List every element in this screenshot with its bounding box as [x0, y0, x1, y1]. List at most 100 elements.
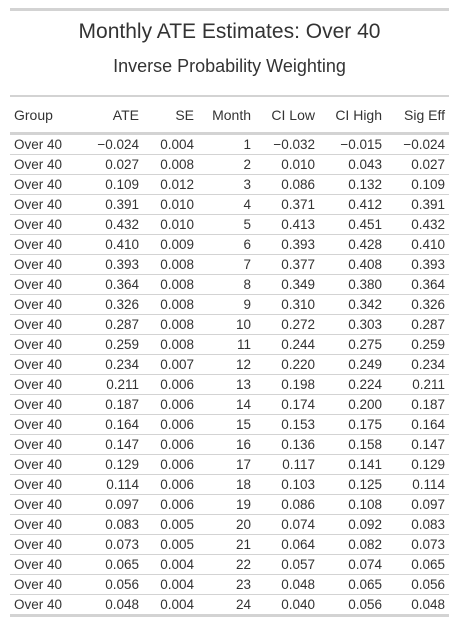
se-cell: 0.006 — [143, 454, 198, 475]
table-title: Monthly ATE Estimates: Over 40 — [10, 8, 449, 48]
group-cell: Over 40 — [10, 214, 78, 235]
table-subtitle: Inverse Probability Weighting — [113, 56, 346, 76]
sig-eff-cell: 0.114 — [386, 474, 449, 495]
ci-low-cell: 0.010 — [255, 154, 319, 175]
ate-cell: −0.024 — [78, 133, 143, 155]
column-header-sig-eff: Sig Eff — [386, 96, 449, 135]
se-cell: 0.006 — [143, 494, 198, 515]
sig-eff-cell: 0.326 — [386, 294, 449, 315]
group-cell: Over 40 — [10, 594, 78, 616]
ate-cell: 0.109 — [78, 174, 143, 195]
sig-eff-cell: 0.187 — [386, 394, 449, 415]
sig-eff-cell: 0.234 — [386, 354, 449, 375]
ate-cell: 0.326 — [78, 294, 143, 315]
ci-high-cell: 0.451 — [319, 214, 386, 235]
ate-cell: 0.048 — [78, 594, 143, 616]
group-cell: Over 40 — [10, 234, 78, 255]
ci-low-cell: 0.244 — [255, 334, 319, 355]
ci-high-cell: 0.275 — [319, 334, 386, 355]
ci-high-cell: 0.428 — [319, 234, 386, 255]
column-header-se: SE — [143, 96, 198, 135]
sig-eff-cell: 0.027 — [386, 154, 449, 175]
group-cell: Over 40 — [10, 454, 78, 475]
sig-eff-cell: 0.432 — [386, 214, 449, 235]
table-row: Over 40 0.287 0.008 10 0.272 0.303 0.287 — [10, 314, 449, 335]
ci-high-cell: 0.056 — [319, 594, 386, 616]
se-cell: 0.006 — [143, 474, 198, 495]
ate-cell: 0.234 — [78, 354, 143, 375]
month-cell: 22 — [198, 554, 255, 575]
se-cell: 0.006 — [143, 414, 198, 435]
month-cell: 17 — [198, 454, 255, 475]
ate-cell: 0.410 — [78, 234, 143, 255]
sig-eff-cell: 0.083 — [386, 514, 449, 535]
ci-low-cell: 0.153 — [255, 414, 319, 435]
table-row: Over 40 0.326 0.008 9 0.310 0.342 0.326 — [10, 294, 449, 315]
ci-high-cell: 0.043 — [319, 154, 386, 175]
ate-cell: 0.164 — [78, 414, 143, 435]
sig-eff-cell: 0.287 — [386, 314, 449, 335]
month-cell: 24 — [198, 594, 255, 616]
table-container: Monthly ATE Estimates: Over 40 Inverse P… — [10, 8, 449, 617]
month-cell: 5 — [198, 214, 255, 235]
group-cell: Over 40 — [10, 133, 78, 155]
se-cell: 0.008 — [143, 294, 198, 315]
sig-eff-cell: 0.129 — [386, 454, 449, 475]
table-row: Over 40 0.027 0.008 2 0.010 0.043 0.027 — [10, 154, 449, 175]
ate-cell: 0.097 — [78, 494, 143, 515]
sig-eff-cell: 0.259 — [386, 334, 449, 355]
month-cell: 3 — [198, 174, 255, 195]
table-row: Over 40 0.083 0.005 20 0.074 0.092 0.083 — [10, 514, 449, 535]
table-row: Over 40 0.065 0.004 22 0.057 0.074 0.065 — [10, 554, 449, 575]
table-row: Over 40 0.187 0.006 14 0.174 0.200 0.187 — [10, 394, 449, 415]
group-cell: Over 40 — [10, 354, 78, 375]
month-cell: 11 — [198, 334, 255, 355]
column-header-group: Group — [10, 96, 78, 135]
month-cell: 10 — [198, 314, 255, 335]
ci-low-cell: 0.349 — [255, 274, 319, 295]
se-cell: 0.008 — [143, 274, 198, 295]
table-row: Over 40 0.393 0.008 7 0.377 0.408 0.393 — [10, 254, 449, 275]
month-cell: 23 — [198, 574, 255, 595]
ci-low-cell: 0.174 — [255, 394, 319, 415]
month-cell: 12 — [198, 354, 255, 375]
se-cell: 0.010 — [143, 194, 198, 215]
se-cell: 0.005 — [143, 514, 198, 535]
month-cell: 19 — [198, 494, 255, 515]
ate-cell: 0.393 — [78, 254, 143, 275]
se-cell: 0.010 — [143, 214, 198, 235]
month-cell: 13 — [198, 374, 255, 395]
se-cell: 0.008 — [143, 154, 198, 175]
table-row: Over 40 0.164 0.006 15 0.153 0.175 0.164 — [10, 414, 449, 435]
table-row: Over 40 0.364 0.008 8 0.349 0.380 0.364 — [10, 274, 449, 295]
ate-cell: 0.065 — [78, 554, 143, 575]
month-cell: 21 — [198, 534, 255, 555]
group-cell: Over 40 — [10, 534, 78, 555]
se-cell: 0.008 — [143, 314, 198, 335]
group-cell: Over 40 — [10, 494, 78, 515]
group-cell: Over 40 — [10, 394, 78, 415]
ate-cell: 0.259 — [78, 334, 143, 355]
group-cell: Over 40 — [10, 554, 78, 575]
ci-high-cell: 0.408 — [319, 254, 386, 275]
month-cell: 6 — [198, 234, 255, 255]
ate-cell: 0.073 — [78, 534, 143, 555]
ate-cell: 0.211 — [78, 374, 143, 395]
group-cell: Over 40 — [10, 174, 78, 195]
table-row: Over 40 0.109 0.012 3 0.086 0.132 0.109 — [10, 174, 449, 195]
se-cell: 0.009 — [143, 234, 198, 255]
sig-eff-cell: 0.056 — [386, 574, 449, 595]
column-header-ci-low: CI Low — [255, 96, 319, 135]
sig-eff-cell: 0.364 — [386, 274, 449, 295]
group-cell: Over 40 — [10, 194, 78, 215]
header-row: Group ATE SE Month CI Low CI High Sig Ef… — [10, 96, 449, 135]
ci-low-cell: 0.371 — [255, 194, 319, 215]
group-cell: Over 40 — [10, 414, 78, 435]
se-cell: 0.007 — [143, 354, 198, 375]
sig-eff-cell: 0.393 — [386, 254, 449, 275]
sig-eff-cell: 0.109 — [386, 174, 449, 195]
ci-low-cell: −0.032 — [255, 133, 319, 155]
ci-low-cell: 0.310 — [255, 294, 319, 315]
group-cell: Over 40 — [10, 574, 78, 595]
se-cell: 0.004 — [143, 574, 198, 595]
